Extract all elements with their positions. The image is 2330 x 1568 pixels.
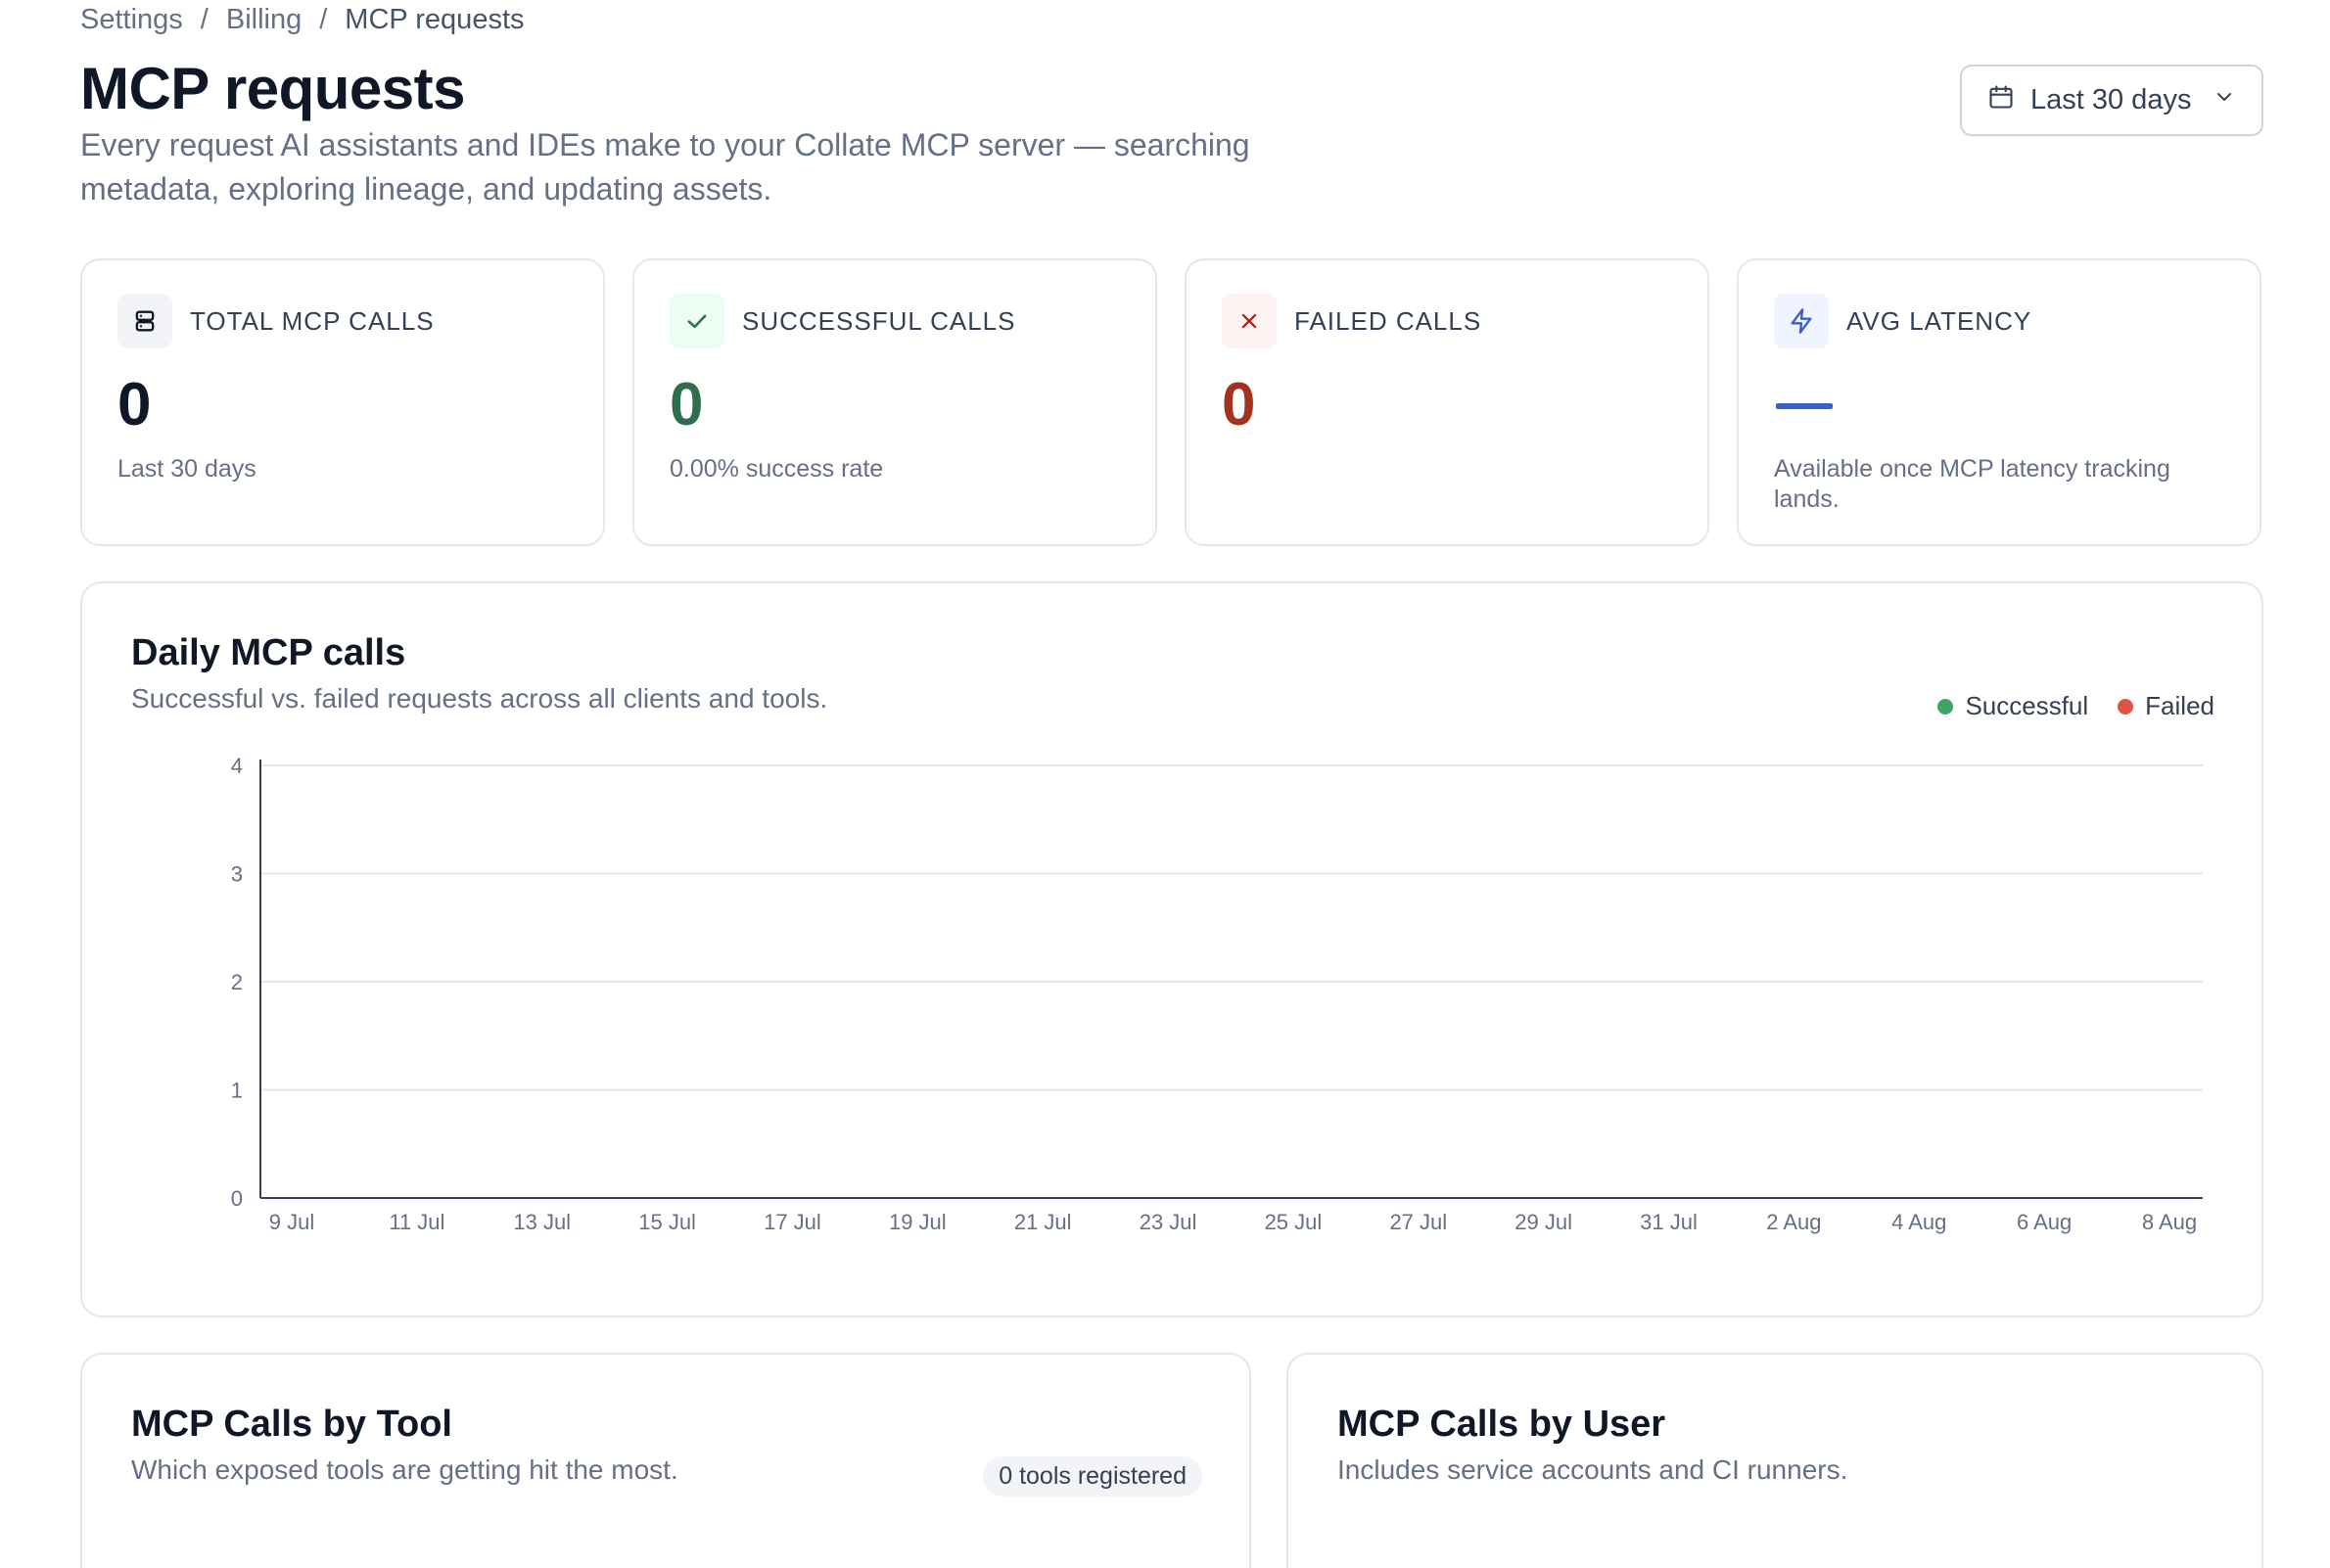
kpi-label: SUCCESSFUL CALLS bbox=[742, 305, 1016, 336]
card-title: Daily MCP calls bbox=[131, 632, 406, 673]
legend-label: Failed bbox=[2145, 691, 2214, 720]
x-tick-label: 6 Aug bbox=[2017, 1210, 2072, 1234]
x-tick-label: 27 Jul bbox=[1389, 1210, 1447, 1234]
x-tick-label: 23 Jul bbox=[1140, 1210, 1197, 1234]
breadcrumb-billing[interactable]: Billing bbox=[225, 4, 303, 35]
page-subtitle: Every request AI assistants and IDEs mak… bbox=[80, 127, 1250, 207]
x-tick-label: 4 Aug bbox=[1891, 1210, 1946, 1234]
kpi-empty-dash bbox=[1776, 403, 1833, 409]
legend-label: Successful bbox=[1965, 691, 2089, 720]
page-title: MCP requests bbox=[80, 56, 466, 121]
breadcrumb-separator: / bbox=[200, 4, 209, 35]
breadcrumb-separator: / bbox=[319, 4, 328, 35]
x-tick-label: 19 Jul bbox=[889, 1210, 947, 1234]
date-range-select[interactable]: Last 30 days bbox=[1960, 65, 2263, 136]
breadcrumb-settings[interactable]: Settings bbox=[80, 4, 183, 35]
legend-successful[interactable]: Successful bbox=[1937, 691, 2088, 721]
y-tick-label: 3 bbox=[231, 862, 243, 887]
card-subtitle: Includes service accounts and CI runners… bbox=[1337, 1454, 1848, 1485]
tools-count-badge: 0 tools registered bbox=[983, 1456, 1202, 1497]
chart-legend: Successful Failed bbox=[1937, 691, 2214, 721]
x-tick-label: 25 Jul bbox=[1265, 1210, 1323, 1234]
x-tick-label: 8 Aug bbox=[2142, 1210, 2197, 1234]
kpi-value: 0 bbox=[117, 371, 152, 438]
y-tick-label: 0 bbox=[231, 1186, 243, 1211]
kpi-failed-calls: FAILED CALLS 0 bbox=[1185, 258, 1709, 546]
y-tick-label: 2 bbox=[231, 970, 243, 994]
x-tick-label: 13 Jul bbox=[513, 1210, 571, 1234]
kpi-note: 0.00% success rate bbox=[670, 455, 884, 483]
x-tick-label: 31 Jul bbox=[1640, 1210, 1698, 1234]
chevron-down-icon bbox=[2213, 84, 2236, 116]
kpi-value: 0 bbox=[670, 371, 704, 438]
breadcrumb-current: MCP requests bbox=[345, 4, 525, 35]
kpi-avg-latency: AVG LATENCY Available once MCP latency t… bbox=[1737, 258, 2261, 546]
card-title: MCP Calls by User bbox=[1337, 1404, 1666, 1445]
card-subtitle: Successful vs. failed requests across al… bbox=[131, 683, 828, 714]
daily-calls-card: Daily MCP calls Successful vs. failed re… bbox=[80, 581, 2263, 1317]
x-tick-label: 15 Jul bbox=[638, 1210, 696, 1234]
kpi-note: Last 30 days bbox=[117, 455, 256, 483]
card-subtitle: Which exposed tools are getting hit the … bbox=[131, 1454, 678, 1485]
kpi-note: Available once MCP latency tracking land… bbox=[1774, 455, 2170, 513]
x-tick-label: 2 Aug bbox=[1766, 1210, 1821, 1234]
x-tick-label: 17 Jul bbox=[764, 1210, 821, 1234]
date-range-label: Last 30 days bbox=[2030, 84, 2192, 115]
kpi-label: FAILED CALLS bbox=[1294, 305, 1482, 336]
y-tick-label: 1 bbox=[231, 1079, 243, 1103]
y-tick-label: 4 bbox=[231, 754, 243, 778]
calendar-icon bbox=[1987, 83, 2015, 118]
legend-dot bbox=[1937, 698, 1954, 715]
x-tick-label: 11 Jul bbox=[389, 1210, 444, 1234]
kpi-value: 0 bbox=[1222, 371, 1256, 438]
kpi-label: AVG LATENCY bbox=[1846, 305, 2032, 336]
x-tick-label: 29 Jul bbox=[1514, 1210, 1572, 1234]
kpi-label: TOTAL MCP CALLS bbox=[190, 305, 435, 336]
x-tick-label: 9 Jul bbox=[269, 1210, 314, 1234]
server-icon bbox=[117, 294, 172, 348]
kpi-successful-calls: SUCCESSFUL CALLS 0 0.00% success rate bbox=[632, 258, 1157, 546]
check-icon bbox=[670, 294, 724, 348]
x-tick-label: 21 Jul bbox=[1014, 1210, 1072, 1234]
legend-failed[interactable]: Failed bbox=[2118, 691, 2214, 721]
legend-dot bbox=[2118, 698, 2134, 715]
x-icon bbox=[1222, 294, 1277, 348]
calls-by-tool-card: MCP Calls by Tool Which exposed tools ar… bbox=[80, 1353, 1251, 1568]
card-title: MCP Calls by Tool bbox=[131, 1404, 452, 1445]
kpi-total-calls: TOTAL MCP CALLS 0 Last 30 days bbox=[80, 258, 605, 546]
lightning-icon bbox=[1774, 294, 1829, 348]
daily-calls-chart: 0 1 2 3 4 9 Jul 11 Jul 13 Jul 15 Jul 17 Jul 19 Jul… bbox=[231, 754, 2203, 1234]
breadcrumb: Settings / Billing / MCP requests bbox=[80, 4, 525, 36]
calls-by-user-card: MCP Calls by User Includes service accou… bbox=[1286, 1353, 2263, 1568]
